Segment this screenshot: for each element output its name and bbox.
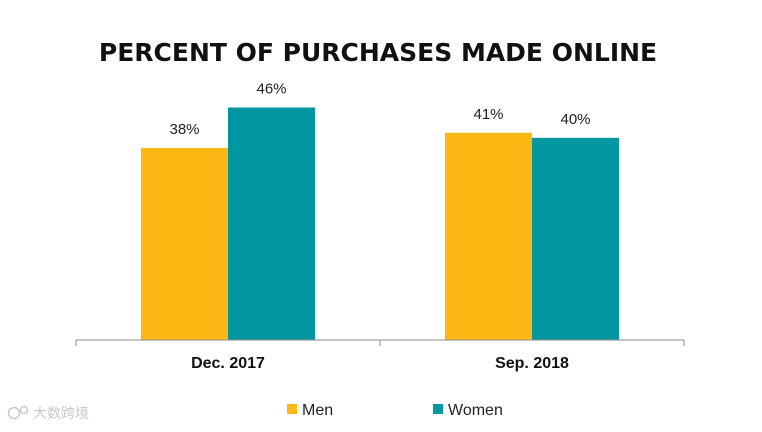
- watermark: 大数跨境: [7, 405, 89, 421]
- bar-men-0: [141, 147, 228, 340]
- legend-label-women: Women: [448, 402, 503, 419]
- data-label-women-0: 46%: [256, 80, 286, 97]
- data-label-women-1: 40%: [560, 111, 590, 128]
- x-axis-ticks: [75, 340, 685, 346]
- bars-group: [141, 107, 619, 340]
- category-label-1: Sep. 2018: [495, 355, 569, 372]
- category-labels-group: Dec. 2017 Sep. 2018: [191, 355, 569, 372]
- legend-label-men: Men: [302, 402, 333, 419]
- legend-swatch-women: [433, 404, 443, 414]
- data-label-men-0: 38%: [169, 121, 199, 138]
- legend: Men Women: [287, 402, 503, 419]
- data-label-men-1: 41%: [473, 106, 503, 123]
- value-labels-group: 38% 46% 41% 40%: [169, 80, 590, 137]
- bar-men-1: [445, 132, 532, 340]
- bar-women-0: [228, 107, 315, 340]
- legend-swatch-men: [287, 404, 297, 414]
- watermark-text: 大数跨境: [33, 405, 89, 421]
- watermark-logo-icon: [7, 405, 29, 420]
- chart-title: PERCENT OF PURCHASES MADE ONLINE: [99, 38, 657, 67]
- category-label-0: Dec. 2017: [191, 355, 265, 372]
- bar-women-1: [532, 137, 619, 340]
